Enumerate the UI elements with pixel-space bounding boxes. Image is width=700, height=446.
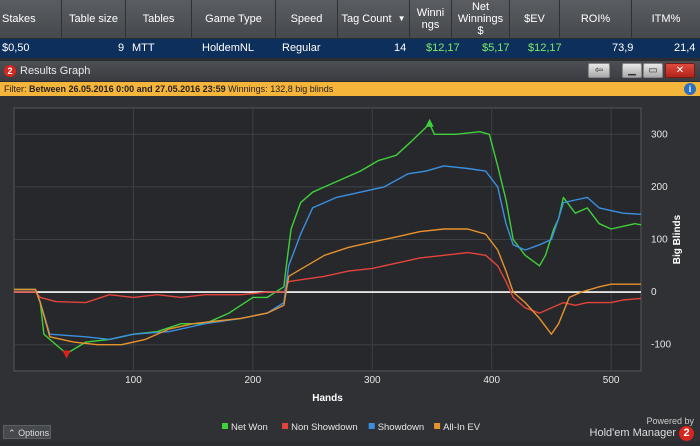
sort-desc-icon: ▼ <box>397 14 406 23</box>
cell-itm: 21,4 <box>674 42 696 54</box>
legend-label: Showdown <box>378 422 424 433</box>
cell-table-size: 9 <box>118 42 125 54</box>
legend-swatch <box>368 423 375 429</box>
column-label: Speed <box>290 13 323 25</box>
column-header-game-type[interactable]: Game Type <box>192 0 276 38</box>
y-tick-label: 300 <box>651 129 668 140</box>
column-label: Tables <box>142 13 175 25</box>
chevron-up-icon: ⌃ <box>8 428 16 438</box>
column-header-ev[interactable]: $EV <box>510 0 560 38</box>
column-header-table-size[interactable]: Table size <box>62 0 126 38</box>
column-header-net-winnings[interactable]: Net Winnings $ <box>452 0 510 38</box>
info-icon[interactable]: i <box>684 83 696 95</box>
close-button[interactable]: ✕ <box>665 63 695 78</box>
min-marker-triangle <box>62 350 71 359</box>
cell-ev: $12,17 <box>528 42 562 54</box>
column-header-tag-count[interactable]: Tag Count ▼ <box>338 0 410 38</box>
filter-winnings: Winnings: 132,8 big blinds <box>228 84 334 94</box>
column-label: Stakes <box>2 13 36 25</box>
window-title: Results Graph <box>20 65 91 77</box>
column-label: Game Type <box>205 13 262 25</box>
y-tick-label: 0 <box>651 287 657 298</box>
cell-stakes: $0,50 <box>2 42 30 54</box>
brand-name: Hold'em Manager <box>589 426 676 439</box>
column-header-roi[interactable]: ROI% <box>560 0 632 38</box>
column-label: $EV <box>524 13 545 25</box>
x-tick-label: 300 <box>364 375 381 386</box>
column-header-stakes[interactable]: Stakes <box>0 0 62 38</box>
options-label: Options <box>18 428 50 438</box>
filter-date-range: Between 26.05.2016 0:00 and 27.05.2016 2… <box>29 84 226 94</box>
legend-label: Non Showdown <box>291 422 358 433</box>
table-row[interactable]: $0,50 9 MTT HoldemNL Regular 14 $12,17 $… <box>0 39 700 58</box>
cell-roi: 73,9 <box>612 42 634 54</box>
column-header-itm[interactable]: ITM% <box>632 0 700 38</box>
column-header-winnings[interactable]: Winnings <box>410 0 452 38</box>
legend-label: All-In EV <box>443 422 481 433</box>
back-button[interactable]: ⇦ <box>588 63 610 78</box>
results-graph-titlebar: 2 Results Graph ⇦ ▁ ▭ ✕ <box>0 61 700 81</box>
column-header-speed[interactable]: Speed <box>276 0 338 38</box>
maximize-button[interactable]: ▭ <box>643 63 663 78</box>
hm2-logo-icon: 2 <box>4 65 16 77</box>
cell-net-winnings: $5,17 <box>482 42 510 54</box>
column-header-tables[interactable]: Tables <box>126 0 192 38</box>
x-tick-label: 500 <box>603 375 620 386</box>
legend-swatch <box>222 423 228 429</box>
x-tick-label: 400 <box>483 375 500 386</box>
options-button[interactable]: ⌃ Options <box>3 425 51 439</box>
column-label: Tag Count <box>341 13 392 25</box>
cell-tag-count: 14 <box>394 42 407 54</box>
results-graph-panel: 100 200 300 400 500 300 200 100 0 -100 Hands Big Bl… <box>0 96 700 441</box>
filter-bar: Filter: Between 26.05.2016 0:00 and 27.0… <box>0 82 700 96</box>
series-line-all-in-ev <box>14 228 641 346</box>
column-label: ITM% <box>651 13 681 25</box>
max-marker-triangle <box>425 118 434 127</box>
y-tick-label: 200 <box>651 182 668 193</box>
results-chart[interactable]: 100 200 300 400 500 300 200 100 0 -100 Hands Big Bl… <box>0 96 700 441</box>
brand-block: Powered by Hold'em Manager 2 <box>590 416 694 441</box>
y-tick-label: 100 <box>651 235 668 246</box>
series-line-non-showdown <box>14 251 642 314</box>
column-label: ROI% <box>580 13 611 25</box>
powered-by-text: Powered by <box>646 416 694 426</box>
legend-label: Net Won <box>231 422 268 433</box>
column-label: Net Winnings $ <box>457 1 504 37</box>
y-axis-title: Big Blinds <box>672 214 683 264</box>
grid-header: Stakes Table size Tables Game Type Speed… <box>0 0 700 38</box>
x-tick-label: 200 <box>245 375 262 386</box>
cell-speed: Regular <box>282 42 321 54</box>
x-tick-label: 100 <box>125 375 142 386</box>
cell-winnings: $12,17 <box>426 42 460 54</box>
legend-swatch <box>434 423 441 429</box>
column-label: Winnings <box>416 7 445 31</box>
legend-swatch <box>282 423 289 429</box>
series-line-showdown <box>14 165 642 341</box>
x-axis-title: Hands <box>312 393 343 404</box>
column-label: Table size <box>69 13 118 25</box>
filter-prefix: Filter: <box>4 84 27 94</box>
minimize-button[interactable]: ▁ <box>622 63 642 78</box>
cell-tables: MTT <box>132 42 155 54</box>
y-tick-label: -100 <box>651 340 671 351</box>
hm2-brand-logo-icon: 2 <box>679 426 694 441</box>
cell-game-type: HoldemNL <box>202 42 254 54</box>
